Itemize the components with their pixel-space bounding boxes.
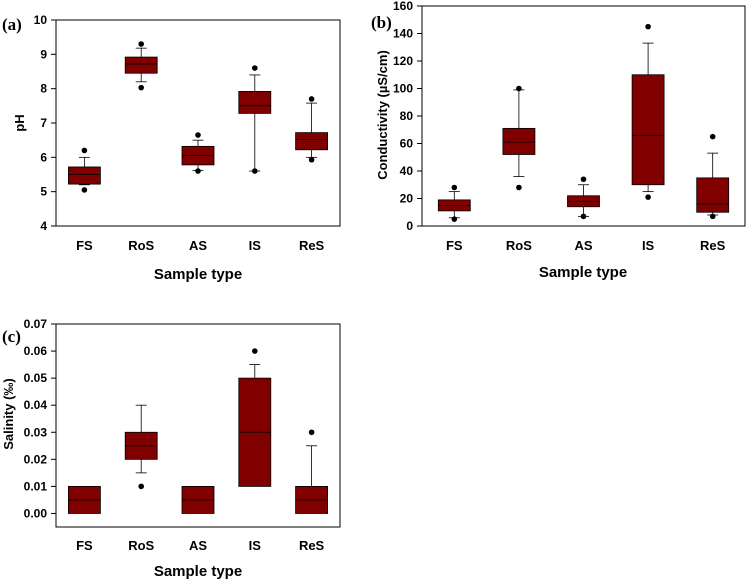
box-ReS xyxy=(295,429,329,514)
y-tick-label: 160 xyxy=(393,0,413,13)
box-ReS xyxy=(295,96,329,163)
x-tick-label: AS xyxy=(574,238,592,253)
box-FS xyxy=(68,485,101,514)
box-iqr xyxy=(696,177,730,213)
outlier-point xyxy=(138,84,144,91)
y-tick-label: 5 xyxy=(40,185,47,199)
x-tick-label: IS xyxy=(249,538,262,553)
box-RoS xyxy=(124,41,158,91)
y-tick-label: 0.01 xyxy=(24,479,48,493)
y-tick-label: 0.03 xyxy=(24,425,48,439)
box-FS xyxy=(437,184,471,222)
y-tick-label: 4 xyxy=(40,219,47,233)
chart-panel-1: (a) 4 5 6 7 8 9 10 pH FS RoS AS IS ReS Sample type xyxy=(2,13,341,283)
box-iqr xyxy=(124,56,158,74)
y-tick-label: 0 xyxy=(406,219,413,233)
outlier-point xyxy=(308,429,315,436)
plot-frame xyxy=(55,323,341,528)
outlier-point xyxy=(645,23,651,30)
panel-label: (b) xyxy=(371,13,392,32)
outlier-point xyxy=(81,187,88,193)
box-IS xyxy=(631,23,665,200)
y-tick-label: 7 xyxy=(40,116,47,130)
y-tick-label: 9 xyxy=(40,47,47,61)
y-tick-label: 10 xyxy=(34,13,48,27)
box-AS xyxy=(181,485,215,514)
x-tick-label: FS xyxy=(446,238,463,253)
y-tick-label: 120 xyxy=(393,54,413,68)
x-tick-label: AS xyxy=(189,538,207,553)
y-tick-label: 0.04 xyxy=(24,398,48,412)
outlier-point xyxy=(308,156,315,163)
x-tick-label: IS xyxy=(642,238,655,253)
outlier-point xyxy=(709,213,716,220)
outlier-point xyxy=(709,133,716,140)
outlier-point xyxy=(252,168,258,174)
x-axis-title: Sample type xyxy=(539,264,627,281)
y-tick-label: 8 xyxy=(40,82,47,96)
y-tick-label: 20 xyxy=(400,192,414,206)
panel-label: (c) xyxy=(2,327,21,346)
box-FS xyxy=(68,147,101,193)
x-axis-title: Sample type xyxy=(154,563,242,580)
x-tick-label: RoS xyxy=(128,538,154,553)
y-tick-label: 140 xyxy=(393,27,413,41)
x-tick-label: ReS xyxy=(700,238,726,253)
y-tick-label: 0.05 xyxy=(24,371,48,385)
outlier-point xyxy=(308,96,315,102)
y-axis-title: Conductivity (µS/cm) xyxy=(375,50,390,180)
outlier-point xyxy=(252,65,258,71)
y-tick-label: 0.00 xyxy=(24,506,48,520)
box-iqr xyxy=(68,166,101,185)
outlier-point xyxy=(195,132,201,138)
outlier-point xyxy=(580,176,587,183)
y-tick-label: 100 xyxy=(393,82,413,96)
outlier-point xyxy=(516,85,522,92)
x-tick-label: RoS xyxy=(128,238,154,253)
box-iqr xyxy=(502,127,536,155)
outlier-point xyxy=(645,194,651,200)
outlier-point xyxy=(516,184,522,191)
box-iqr xyxy=(295,132,329,151)
y-tick-label: 0.07 xyxy=(24,317,48,331)
chart-panel-3: (c) 0.00 0.01 0.02 0.03 0.04 0.05 0.06 0.07 Salin… xyxy=(1,317,341,580)
x-tick-label: RoS xyxy=(506,238,532,253)
box-IS xyxy=(238,65,272,174)
x-tick-label: ReS xyxy=(299,238,325,253)
outlier-point xyxy=(138,41,144,47)
box-iqr xyxy=(238,91,272,114)
y-tick-label: 60 xyxy=(400,137,414,151)
outlier-point xyxy=(451,184,458,191)
y-tick-label: 80 xyxy=(400,109,414,123)
y-tick-label: 0.02 xyxy=(24,452,48,466)
x-axis-title: Sample type xyxy=(154,266,242,283)
x-tick-label: AS xyxy=(189,238,207,253)
outlier-point xyxy=(138,483,144,490)
box-iqr xyxy=(631,74,665,186)
box-IS xyxy=(238,348,272,487)
outlier-point xyxy=(195,168,201,174)
box-RoS xyxy=(124,404,158,490)
chart-panel-2: (b) 0 20 40 60 80 100 120 140 160 Conductivity (µS… xyxy=(371,0,746,281)
panel-label: (a) xyxy=(2,15,22,34)
outlier-point xyxy=(451,216,458,222)
box-RoS xyxy=(502,85,536,191)
box-AS xyxy=(181,132,215,174)
plot-frame xyxy=(55,19,341,227)
y-tick-label: 40 xyxy=(400,164,414,178)
box-AS xyxy=(567,176,600,220)
x-tick-label: FS xyxy=(76,238,93,253)
y-axis-title: Salinity (‰) xyxy=(1,378,16,450)
y-tick-label: 6 xyxy=(40,150,47,164)
outlier-point xyxy=(252,348,258,354)
box-ReS xyxy=(696,133,730,220)
y-tick-label: 0.06 xyxy=(24,344,48,358)
outlier-point xyxy=(580,213,587,220)
x-tick-label: FS xyxy=(76,538,93,553)
y-axis-title: pH xyxy=(12,114,27,131)
x-tick-label: IS xyxy=(249,238,262,253)
x-tick-label: ReS xyxy=(299,538,325,553)
outlier-point xyxy=(81,147,88,154)
